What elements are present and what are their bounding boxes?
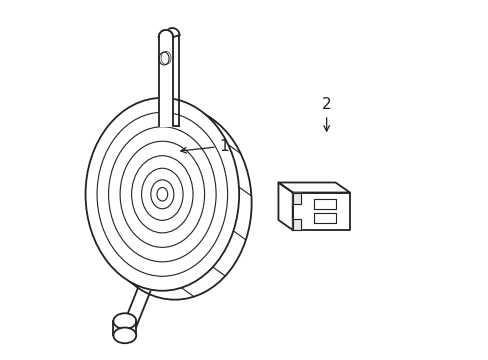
Polygon shape	[278, 183, 349, 193]
Ellipse shape	[113, 328, 136, 343]
Text: 1: 1	[181, 139, 229, 154]
Polygon shape	[292, 219, 300, 230]
Polygon shape	[292, 193, 300, 204]
Polygon shape	[278, 183, 292, 230]
Polygon shape	[159, 30, 173, 126]
Text: 2: 2	[321, 97, 331, 131]
Polygon shape	[292, 193, 349, 230]
Ellipse shape	[85, 98, 239, 291]
Ellipse shape	[113, 313, 136, 329]
